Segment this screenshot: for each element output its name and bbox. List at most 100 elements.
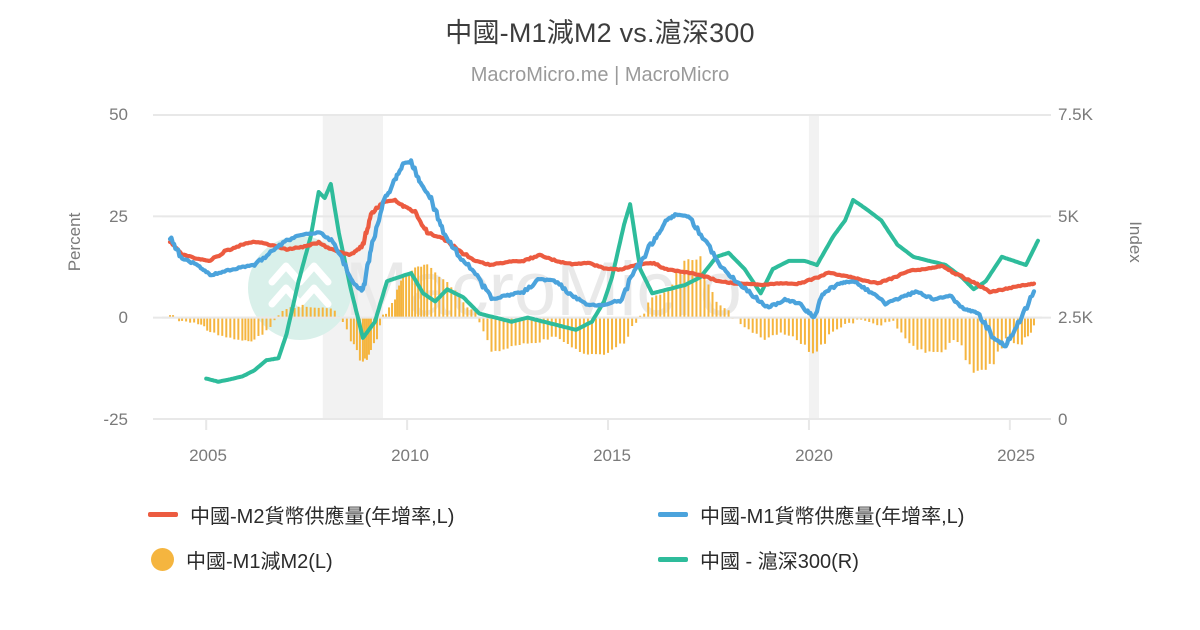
- bar: [619, 317, 622, 344]
- bar: [603, 317, 606, 355]
- bar: [317, 307, 320, 318]
- bar: [759, 317, 762, 338]
- bar: [253, 317, 256, 340]
- bar: [530, 317, 533, 344]
- bar: [462, 302, 465, 318]
- bar: [367, 317, 370, 355]
- bar: [394, 299, 397, 318]
- bar: [598, 317, 601, 355]
- bar: [739, 317, 742, 325]
- bar: [181, 317, 184, 321]
- bar: [385, 313, 388, 318]
- bar: [486, 317, 489, 341]
- bar: [747, 317, 750, 330]
- bar: [904, 317, 907, 339]
- bar: [896, 317, 899, 329]
- bar: [908, 317, 911, 344]
- legend-item-m1-minus-m2[interactable]: 中國-M1減M2(L): [148, 545, 658, 574]
- y-tick-right-1: 5K: [1058, 207, 1079, 226]
- bar: [647, 302, 650, 318]
- bar: [372, 317, 375, 344]
- bar: [607, 317, 610, 353]
- bar: [795, 317, 798, 341]
- bar: [984, 317, 987, 370]
- x-tick-2015: 2015: [593, 446, 631, 465]
- bar: [261, 317, 264, 335]
- bar: [767, 317, 770, 338]
- bar: [1000, 317, 1003, 349]
- bar: [872, 317, 875, 324]
- bar: [675, 271, 678, 318]
- series-line: [204, 182, 1040, 384]
- bar: [518, 317, 521, 346]
- legend-label-m2: 中國-M2貨幣供應量(年增率,L): [190, 506, 455, 528]
- legend-swatch-line-icon: [658, 512, 688, 517]
- x-tick-2025: 2025: [997, 446, 1035, 465]
- bar: [305, 306, 308, 318]
- bar: [880, 317, 883, 326]
- bar: [446, 282, 449, 318]
- series-line: [167, 197, 1037, 295]
- bar: [803, 317, 806, 345]
- bar: [522, 317, 525, 344]
- bar: [643, 313, 646, 318]
- bar: [900, 317, 903, 333]
- bar: [442, 279, 445, 318]
- bar: [193, 317, 196, 323]
- bar: [293, 308, 296, 318]
- bar: [570, 317, 573, 348]
- bar: [671, 284, 674, 318]
- bar: [250, 317, 253, 342]
- bar: [787, 317, 790, 336]
- bar: [944, 317, 947, 350]
- bar: [391, 302, 394, 318]
- bar: [450, 287, 453, 318]
- legend-item-csi300[interactable]: 中國 - 滬深300(R): [658, 545, 1088, 574]
- bar: [197, 317, 200, 325]
- bar: [815, 317, 818, 352]
- bar: [976, 317, 979, 371]
- bar: [566, 317, 569, 344]
- bar: [562, 317, 565, 342]
- bar: [474, 311, 477, 318]
- bar: [434, 272, 437, 318]
- bar: [1008, 317, 1011, 341]
- bar: [615, 317, 618, 348]
- bar: [200, 317, 203, 325]
- bar: [382, 314, 385, 318]
- x-tick-2005: 2005: [189, 446, 227, 465]
- bar: [241, 317, 244, 341]
- bar: [466, 307, 469, 318]
- bar: [771, 317, 774, 336]
- bar: [206, 317, 209, 331]
- axis-ticks: [153, 114, 1051, 430]
- bar: [679, 271, 682, 318]
- series-bars-m1-minus-m2: [162, 256, 1042, 373]
- bar: [655, 295, 658, 318]
- bar: [365, 317, 368, 360]
- bar: [301, 304, 304, 318]
- bar: [189, 317, 192, 323]
- bar: [932, 317, 935, 352]
- bar: [819, 317, 822, 345]
- bar: [178, 317, 181, 322]
- legend-item-m1[interactable]: 中國-M1貨幣供應量(年增率,L): [658, 500, 1088, 529]
- bar: [333, 310, 336, 318]
- bar: [1023, 317, 1026, 338]
- y-tick-left-3: -25: [103, 410, 128, 429]
- bar: [217, 317, 220, 336]
- bar: [355, 317, 358, 351]
- bar: [727, 310, 730, 318]
- bar: [514, 317, 517, 346]
- bar: [687, 259, 690, 318]
- bar: [836, 317, 839, 330]
- bar: [375, 317, 378, 340]
- bar: [719, 305, 722, 318]
- legend-item-m2[interactable]: 中國-M2貨幣供應量(年增率,L): [148, 500, 658, 529]
- bar: [277, 315, 280, 318]
- bar: [542, 317, 545, 340]
- bar: [247, 317, 250, 342]
- bar: [558, 317, 561, 340]
- bar: [828, 317, 831, 335]
